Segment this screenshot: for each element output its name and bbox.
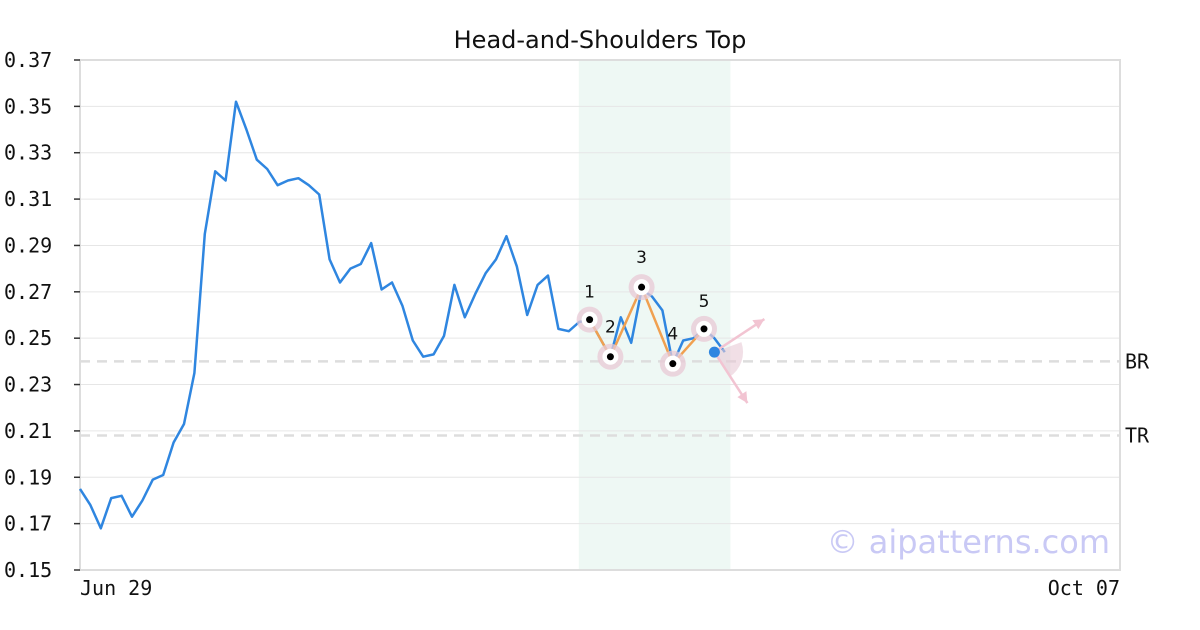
y-tick-label: 0.25 — [4, 326, 52, 350]
y-tick-label: 0.35 — [4, 94, 52, 118]
pattern-point-2: 2 — [597, 318, 624, 370]
pattern-point-dot — [669, 360, 677, 368]
y-axis: 0.37 0.35 0.33 0.31 0.29 0.27 0.25 0.23 0.21 0.19… — [4, 48, 80, 582]
projection-arrowhead — [752, 319, 765, 330]
y-tick-label: 0.37 — [4, 48, 52, 72]
y-tick-label: 0.21 — [4, 419, 52, 443]
pattern-points: 12 3 4 5 — [576, 248, 717, 377]
pattern-point-3: 3 — [628, 248, 655, 301]
y-tick-label: 0.29 — [4, 233, 52, 257]
current-price-marker — [708, 346, 720, 358]
y-tick-label: 0.15 — [4, 558, 52, 582]
pattern-highlight-region — [578, 60, 731, 570]
y-tick-label: 0.27 — [4, 280, 52, 304]
pattern-point-dot — [606, 353, 614, 361]
level-label: BR — [1125, 349, 1150, 373]
pattern-point-label: 5 — [699, 292, 710, 312]
pattern-point-5: 5 — [691, 292, 717, 342]
price-line — [78, 100, 726, 530]
y-tick-label: 0.31 — [4, 187, 52, 211]
pattern-point-dot — [700, 325, 708, 333]
pattern-point-dot — [638, 283, 646, 291]
pattern-point-dot — [586, 316, 594, 324]
projection-arrows — [713, 318, 766, 404]
watermark: © aipatterns.com — [827, 523, 1110, 561]
pattern-point-1: 1 — [576, 283, 603, 333]
x-tick-label: Jun 29 — [80, 576, 152, 600]
x-axis: Jun 29 Oct 07 — [80, 576, 1120, 600]
projection-arrowhead — [737, 391, 748, 404]
x-tick-label: Oct 07 — [1048, 576, 1120, 600]
level-label: TR — [1125, 424, 1150, 448]
y-tick-label: 0.17 — [4, 512, 52, 536]
y-tick-label: 0.19 — [4, 465, 52, 489]
pattern-point-label: 1 — [584, 283, 595, 303]
plot-frame — [79, 59, 1121, 571]
y-tick-label: 0.33 — [4, 141, 52, 165]
pattern-point-label: 2 — [605, 318, 616, 338]
pattern-point-4: 4 — [659, 325, 686, 377]
projection-wedge — [714, 342, 744, 378]
pattern-point-label: 3 — [636, 248, 647, 268]
y-tick-label: 0.23 — [4, 373, 52, 397]
chart-title: Head-and-Shoulders Top — [454, 26, 747, 54]
pattern-point-label: 4 — [667, 325, 678, 345]
